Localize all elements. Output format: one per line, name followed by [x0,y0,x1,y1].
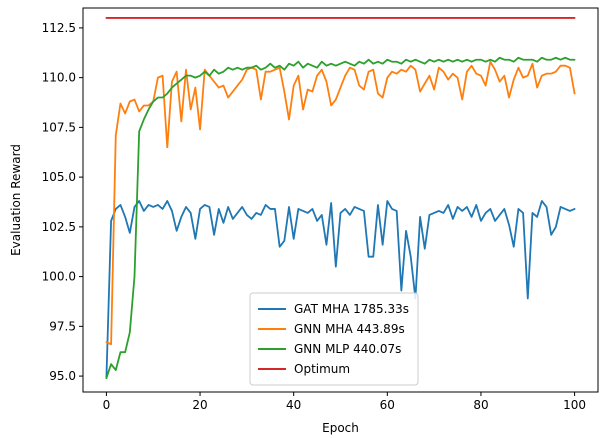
x-tick-label: 80 [473,398,488,412]
y-tick-label: 100.0 [42,270,76,284]
y-tick-label: 107.5 [42,120,76,134]
y-tick-label: 95.0 [49,369,76,383]
x-axis-label: Epoch [322,421,359,435]
legend-label: GNN MLP 440.07s [294,342,401,356]
y-tick-label: 102.5 [42,220,76,234]
x-tick-label: 60 [380,398,395,412]
series-line-1 [105,200,576,379]
y-tick-label: 110.0 [42,71,76,85]
plot-area [82,7,599,393]
axes-frame [82,7,599,393]
x-tick-label: 40 [286,398,301,412]
y-axis-label: Evaluation Reward [9,144,23,256]
y-tick-label: 97.5 [49,319,76,333]
legend-label: GNN MHA 443.89s [294,322,405,336]
legend-box [249,292,419,386]
legend: GAT MHA 1785.33s GNN MHA 443.89s GNN MLP 4… [249,292,419,386]
series-layer [105,17,576,379]
x-tick-label: 20 [192,398,207,412]
legend-label: GAT MHA 1785.33s [294,302,409,316]
y-tick-label: 112.5 [42,21,76,35]
series-line-3 [105,56,576,379]
series-line-2 [105,60,576,346]
legend-label: Optimum [294,362,350,376]
x-tick-label: 0 [103,398,111,412]
y-tick-label: 105.0 [42,170,76,184]
x-axis: 0 20 40 60 80 100 [103,392,586,412]
y-axis: 95.0 97.5 100.0 102.5 105.0 107.5 110.0 112.5 [42,21,83,383]
x-tick-label: 100 [563,398,586,412]
